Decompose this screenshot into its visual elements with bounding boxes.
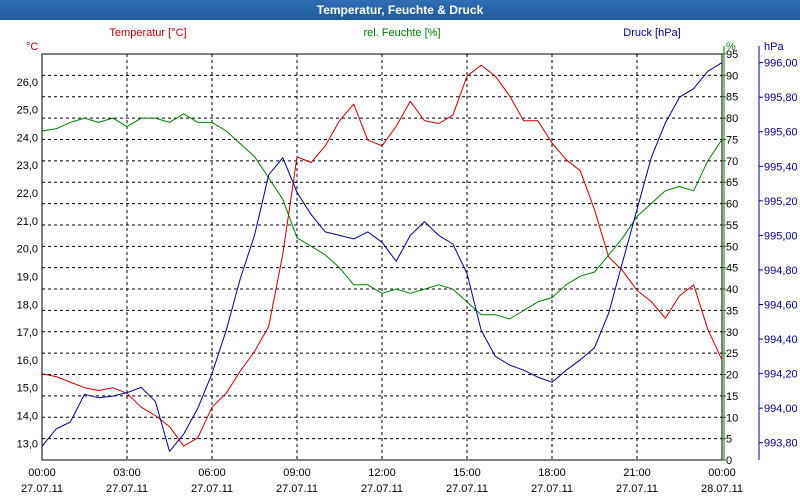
pressure-header: Druck [hPa] — [623, 27, 680, 39]
humidity-tick-label: 70 — [726, 156, 738, 168]
chart-axes — [722, 46, 763, 461]
x-tick-time: 12:00 — [368, 467, 396, 479]
humidity-tick-label: 85 — [726, 92, 738, 104]
x-tick-date: 27.07.11 — [446, 483, 488, 495]
temperature-header: Temperatur [°C] — [109, 27, 186, 39]
humidity-tick-label: 80 — [726, 113, 738, 125]
humidity-tick-label: 50 — [726, 241, 738, 253]
pressure-tick-label: 995,20 — [764, 196, 798, 208]
humidity-unit: % — [726, 41, 736, 53]
humidity-tick-label: 95 — [726, 49, 738, 61]
humidity-tick-label: 35 — [726, 305, 738, 317]
temperature-tick-label: 21,0 — [17, 216, 38, 228]
pressure-tick-label: 994,60 — [764, 300, 798, 312]
pressure-tick-label: 994,20 — [764, 369, 798, 381]
x-tick-time: 03:00 — [113, 467, 141, 479]
humidity-tick-label: 45 — [726, 263, 738, 275]
humidity-tick-label: 40 — [726, 284, 738, 296]
x-tick-time: 21:00 — [623, 467, 651, 479]
pressure-tick-label: 996,00 — [764, 58, 798, 70]
x-tick-date: 27.07.11 — [361, 483, 403, 495]
humidity-header: rel. Feuchte [%] — [363, 27, 440, 39]
pressure-tick-label: 994,80 — [764, 265, 798, 277]
humidity-tick-label: 55 — [726, 220, 738, 232]
x-tick-date: 27.07.11 — [21, 483, 63, 495]
x-tick-time: 06:00 — [198, 467, 226, 479]
x-tick-time: 00:00 — [708, 467, 736, 479]
x-tick-date: 27.07.11 — [276, 483, 318, 495]
window-title: Temperatur, Feuchte & Druck — [0, 0, 800, 20]
chart-grid — [41, 53, 723, 461]
temperature-tick-label: 24,0 — [17, 132, 38, 144]
temperature-tick-label: 15,0 — [17, 383, 38, 395]
x-tick-time: 09:00 — [283, 467, 311, 479]
humidity-tick-label: 30 — [726, 327, 738, 339]
x-tick-date: 27.07.11 — [616, 483, 658, 495]
temperature-tick-label: 19,0 — [17, 271, 38, 283]
pressure-tick-label: 994,00 — [764, 403, 798, 415]
x-tick-date: 27.07.11 — [531, 483, 573, 495]
pressure-unit: hPa — [764, 41, 784, 53]
humidity-tick-label: 10 — [726, 412, 738, 424]
temperature-tick-label: 17,0 — [17, 327, 38, 339]
temperature-tick-label: 13,0 — [17, 438, 38, 450]
pressure-tick-label: 993,80 — [764, 438, 798, 450]
humidity-series-line — [41, 113, 723, 320]
pressure-tick-label: 995,80 — [764, 92, 798, 104]
temperature-tick-label: 25,0 — [17, 105, 38, 117]
humidity-tick-label: 75 — [726, 134, 738, 146]
x-tick-time: 18:00 — [538, 467, 566, 479]
chart: 00:00 27.07.11 03:00 27.07.11 06:00 27.07.11 0… — [17, 27, 798, 495]
humidity-tick-label: 60 — [726, 199, 738, 211]
temperature-tick-label: 23,0 — [17, 160, 38, 172]
x-tick-date: 27.07.11 — [191, 483, 233, 495]
pressure-tick-label: 994,40 — [764, 334, 798, 346]
temperature-tick-label: 20,0 — [17, 244, 38, 256]
temperature-series-line — [41, 64, 723, 447]
pressure-tick-label: 995,40 — [764, 161, 798, 173]
temperature-tick-label: 26,0 — [17, 77, 38, 89]
humidity-tick-label: 90 — [726, 70, 738, 82]
chart-series — [41, 62, 723, 452]
humidity-tick-label: 65 — [726, 177, 738, 189]
pressure-tick-label: 995,00 — [764, 230, 798, 242]
temperature-tick-label: 22,0 — [17, 188, 38, 200]
humidity-tick-label: 25 — [726, 348, 738, 360]
pressure-tick-label: 995,60 — [764, 127, 798, 139]
chart-labels: 00:00 27.07.11 03:00 27.07.11 06:00 27.07.11 0… — [17, 27, 798, 495]
humidity-tick-label: 20 — [726, 370, 738, 382]
temperature-tick-label: 16,0 — [17, 355, 38, 367]
humidity-tick-label: 5 — [726, 434, 732, 446]
temperature-tick-label: 18,0 — [17, 299, 38, 311]
temperature-tick-label: 14,0 — [17, 411, 38, 423]
x-tick-time: 15:00 — [453, 467, 481, 479]
x-tick-time: 00:00 — [28, 467, 56, 479]
x-tick-date: 27.07.11 — [106, 483, 148, 495]
humidity-tick-label: 15 — [726, 391, 738, 403]
x-tick-date: 28.07.11 — [701, 483, 743, 495]
pressure-series-line — [41, 62, 723, 452]
temperature-unit: °C — [26, 41, 38, 53]
humidity-tick-label: 0 — [726, 455, 732, 467]
